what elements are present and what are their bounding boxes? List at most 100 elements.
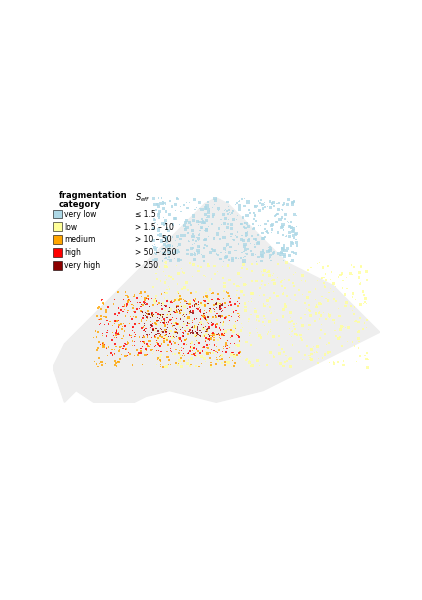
Bar	[168, 321, 169, 323]
Bar	[269, 351, 272, 353]
Bar	[181, 312, 182, 313]
Bar	[209, 310, 210, 311]
Bar	[292, 200, 295, 203]
Bar	[352, 296, 353, 298]
Bar	[269, 233, 270, 235]
Bar	[193, 347, 195, 349]
Bar	[165, 241, 166, 242]
Bar	[240, 238, 243, 241]
Bar	[156, 300, 157, 302]
Bar	[177, 291, 179, 293]
Bar	[115, 346, 116, 347]
Bar	[270, 260, 272, 261]
Bar	[151, 312, 153, 314]
Bar	[102, 341, 104, 344]
Bar	[128, 352, 129, 353]
Bar	[160, 314, 161, 316]
Bar	[151, 337, 152, 338]
Bar	[166, 322, 167, 323]
Bar	[171, 319, 172, 320]
Bar	[219, 315, 221, 317]
Bar	[118, 334, 119, 335]
Bar	[174, 312, 176, 313]
Bar	[344, 293, 346, 296]
Bar	[192, 214, 195, 218]
Bar	[291, 242, 294, 245]
Bar	[166, 221, 167, 222]
Bar	[180, 234, 183, 237]
Bar	[197, 254, 198, 256]
Bar	[219, 308, 221, 310]
Bar	[187, 322, 188, 324]
Bar	[264, 202, 265, 203]
Bar	[125, 325, 126, 326]
Bar	[223, 247, 226, 250]
Bar	[296, 226, 297, 227]
Bar	[129, 334, 130, 336]
Bar	[276, 295, 279, 298]
Bar	[262, 237, 265, 241]
Bar	[181, 350, 182, 351]
Bar	[264, 204, 265, 205]
Bar	[354, 346, 355, 347]
Bar	[120, 310, 122, 311]
Bar	[154, 335, 155, 337]
Bar	[172, 278, 173, 280]
Bar	[353, 266, 355, 268]
Bar	[152, 227, 155, 230]
Bar	[254, 214, 257, 217]
Bar	[189, 311, 191, 313]
Bar	[327, 266, 328, 267]
Bar	[262, 208, 264, 209]
Bar	[152, 236, 153, 237]
Bar	[218, 349, 220, 351]
Bar	[305, 280, 306, 282]
Bar	[178, 293, 179, 294]
Bar	[165, 305, 166, 307]
Bar	[99, 319, 100, 320]
Bar	[233, 365, 235, 367]
Bar	[197, 270, 200, 272]
Bar	[214, 350, 215, 352]
Bar	[190, 247, 193, 250]
Bar	[193, 258, 196, 261]
Bar	[144, 329, 145, 330]
Bar	[262, 321, 264, 323]
Bar	[280, 281, 282, 283]
Bar	[306, 345, 308, 347]
Bar	[234, 343, 235, 344]
Bar	[170, 364, 171, 365]
Bar	[197, 341, 198, 343]
Bar	[343, 326, 344, 328]
Bar	[188, 221, 192, 224]
Bar	[181, 347, 182, 349]
Polygon shape	[53, 198, 380, 402]
Bar	[343, 361, 344, 362]
Bar	[135, 316, 137, 319]
Bar	[227, 209, 230, 211]
Bar	[108, 346, 109, 348]
Bar	[228, 279, 231, 281]
Bar	[271, 313, 273, 314]
Bar	[346, 277, 347, 278]
Bar	[166, 317, 167, 318]
Bar	[146, 316, 147, 318]
Bar	[202, 293, 203, 294]
Bar	[141, 319, 142, 320]
Bar	[199, 330, 200, 331]
Bar	[342, 280, 344, 281]
Bar	[307, 269, 309, 271]
Bar	[150, 344, 151, 345]
Bar	[231, 352, 233, 353]
Bar	[211, 215, 214, 218]
Bar	[184, 301, 186, 302]
Bar	[153, 314, 154, 315]
Bar	[324, 353, 326, 356]
Bar	[174, 217, 177, 220]
Bar	[244, 306, 247, 308]
Bar	[190, 364, 192, 365]
Bar	[159, 359, 161, 361]
Bar	[167, 259, 168, 260]
Bar	[239, 200, 241, 202]
Bar	[219, 305, 221, 307]
